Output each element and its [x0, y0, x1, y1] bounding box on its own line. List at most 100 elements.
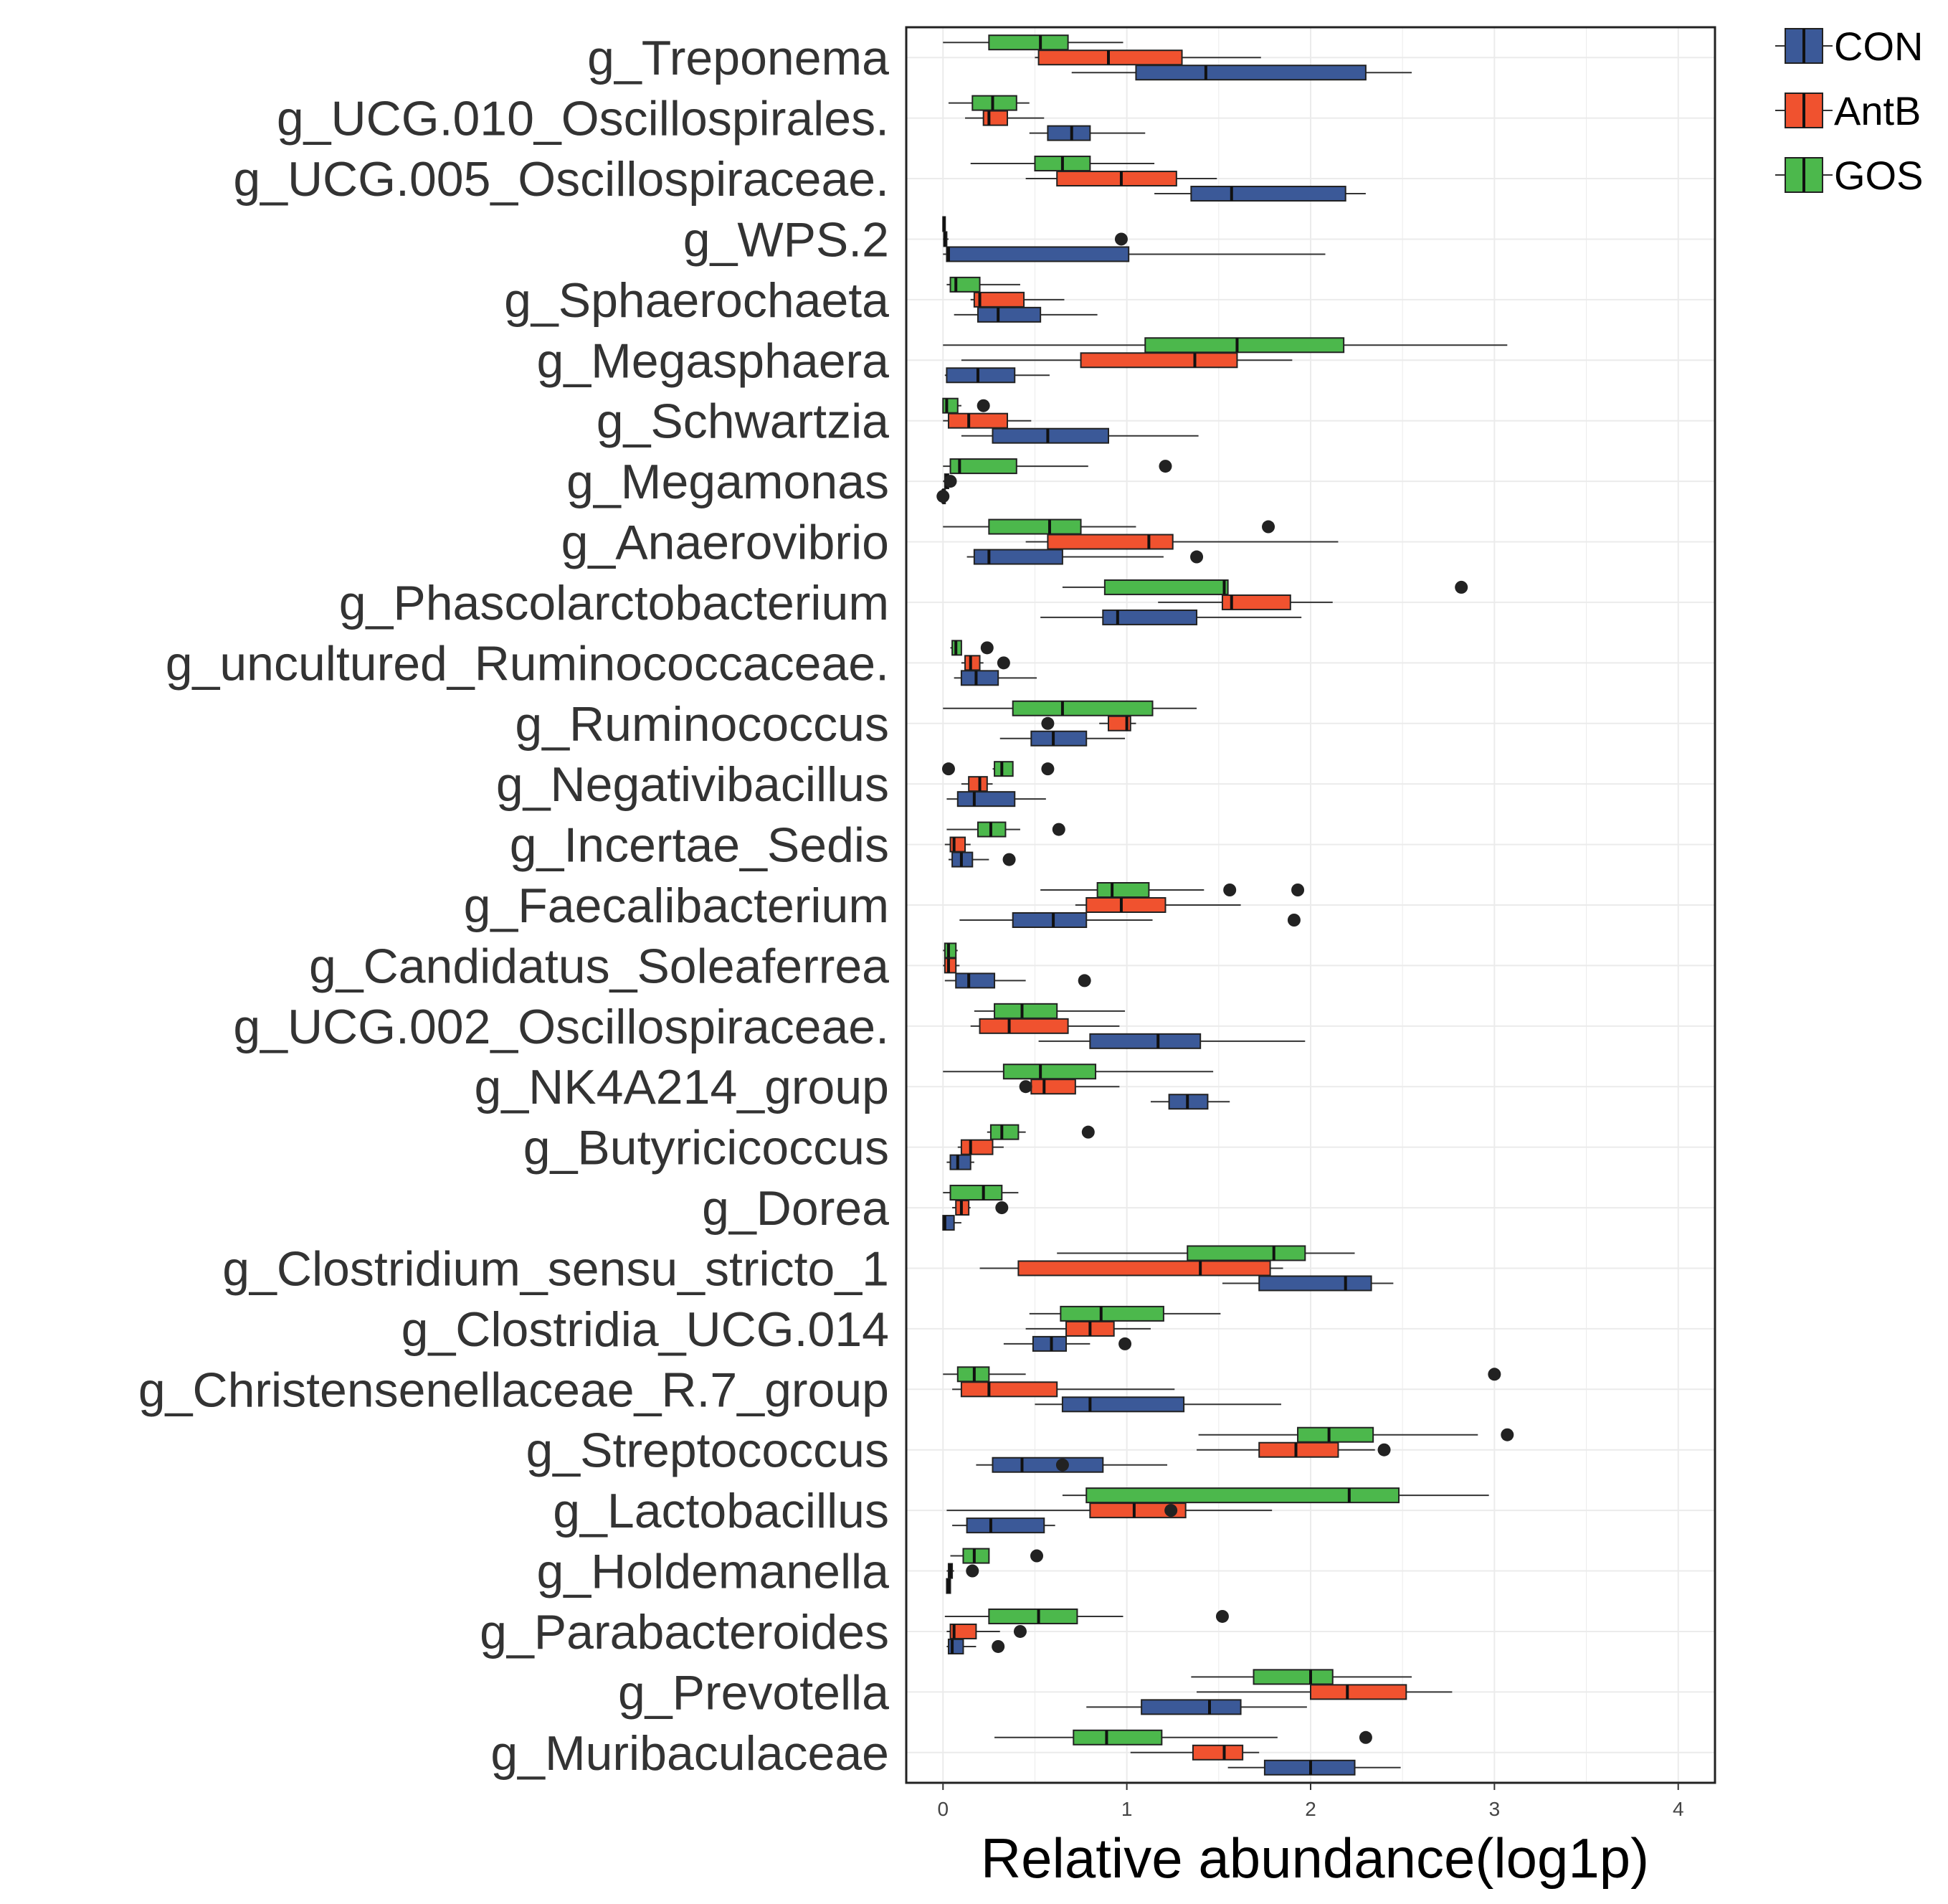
category-label: g_Phascolarctobacterium — [339, 576, 889, 630]
box-antb — [965, 110, 1045, 126]
box-antb — [952, 1200, 1009, 1216]
category-label: g_UCG.005_Oscillospiraceae. — [233, 152, 889, 207]
category-label: g_UCG.010_Oscillospirales. — [277, 92, 889, 146]
box-rect — [964, 655, 981, 671]
box-con — [1222, 1275, 1394, 1292]
box-rect — [1037, 49, 1183, 66]
box-rect — [949, 458, 1017, 475]
category-group — [944, 821, 1065, 868]
box-con — [1040, 609, 1302, 625]
outlier-point — [1164, 1504, 1178, 1517]
box-rect — [1135, 65, 1367, 81]
box-con — [946, 1638, 1005, 1654]
category-group — [943, 700, 1197, 747]
box-antb — [943, 473, 957, 490]
x-axis-title: Relative abundance(log1p) — [981, 1827, 1649, 1890]
box-rect — [979, 1018, 1069, 1034]
category-label: g_Faecalibacterium — [464, 878, 889, 933]
category-group — [970, 156, 1366, 202]
box-rect — [1061, 1396, 1185, 1413]
box-gos — [987, 1124, 1095, 1140]
box-rect — [989, 1124, 1020, 1140]
box-rect — [988, 34, 1069, 51]
box-rect — [1017, 1260, 1271, 1277]
box-rect — [1102, 609, 1198, 625]
box-con — [976, 1457, 1168, 1473]
box-con — [946, 791, 1046, 807]
box-gos — [1191, 1669, 1412, 1685]
box-rect — [1073, 1729, 1163, 1746]
box-rect — [977, 306, 1042, 323]
category-label: g_Dorea — [702, 1181, 889, 1236]
box-rect — [1221, 594, 1291, 610]
legend-item-gos: GOS — [1775, 153, 1923, 198]
box-rect — [994, 1003, 1058, 1019]
category-label: g_WPS.2 — [683, 212, 889, 267]
category-group — [950, 640, 1037, 686]
outlier-point — [1488, 1368, 1501, 1381]
category-group — [942, 216, 1326, 262]
box-con — [944, 972, 1091, 989]
outlier-point — [1291, 884, 1305, 896]
box-rect — [949, 1154, 971, 1170]
box-gos — [1062, 579, 1468, 595]
outlier-point — [1030, 1549, 1044, 1563]
box-rect — [1030, 1079, 1076, 1095]
box-antb — [1041, 715, 1136, 731]
box-con — [1086, 1699, 1307, 1715]
box-rect — [966, 1517, 1045, 1534]
box-con — [946, 1154, 974, 1170]
box-antb — [970, 291, 1065, 308]
category-group — [959, 882, 1305, 928]
box-rect — [962, 1548, 990, 1564]
category-group — [948, 95, 1146, 141]
box-antb — [1035, 49, 1261, 66]
outlier-point — [1159, 460, 1172, 473]
outlier-point — [980, 641, 994, 655]
box-rect — [1103, 579, 1229, 595]
legend: CON AntB GOS — [1775, 24, 1923, 198]
box-antb — [1025, 1320, 1151, 1337]
outlier-point — [936, 490, 950, 503]
category-label: g_Megamonas — [566, 455, 889, 509]
box-rect — [1012, 700, 1154, 716]
box-gos — [1029, 1305, 1221, 1322]
box-antb — [970, 1018, 1120, 1034]
box-rect — [1032, 1335, 1068, 1352]
box-antb — [944, 836, 971, 853]
box-rect — [960, 670, 999, 686]
box-antb — [1019, 1079, 1120, 1095]
category-label: g_Sphaerochaeta — [504, 273, 889, 328]
outlier-point — [1223, 884, 1237, 896]
box-antb — [943, 957, 960, 974]
category-group — [946, 1548, 1044, 1594]
box-rect — [1297, 1426, 1374, 1443]
x-tick-label: 2 — [1305, 1798, 1316, 1820]
box-rect — [947, 412, 1008, 429]
outlier-point — [1002, 853, 1016, 866]
box-con — [1038, 1033, 1306, 1049]
outlier-point — [966, 1564, 979, 1578]
box-rect — [1047, 534, 1174, 550]
box-rect — [944, 957, 957, 974]
box-con — [1035, 1396, 1281, 1413]
category-label: g_UCG.002_Oscillospiraceae. — [233, 1000, 889, 1054]
box-rect — [1096, 882, 1150, 898]
box-antb — [961, 655, 1010, 671]
category-group — [1040, 579, 1468, 625]
outlier-point — [1377, 1443, 1391, 1457]
category-group — [946, 1487, 1489, 1534]
box-rect — [1258, 1275, 1372, 1292]
box-gos — [944, 1608, 1229, 1624]
box-rect — [1141, 1699, 1242, 1715]
box-rect — [960, 1381, 1058, 1398]
category-group — [1086, 1669, 1453, 1715]
box-gos — [943, 518, 1275, 535]
box-rect — [1056, 171, 1177, 187]
x-tick-label: 0 — [937, 1798, 949, 1820]
box-con — [961, 427, 1199, 444]
box-rect — [988, 518, 1082, 535]
box-con — [943, 246, 1326, 262]
category-label: g_Butyricicoccus — [523, 1121, 889, 1175]
